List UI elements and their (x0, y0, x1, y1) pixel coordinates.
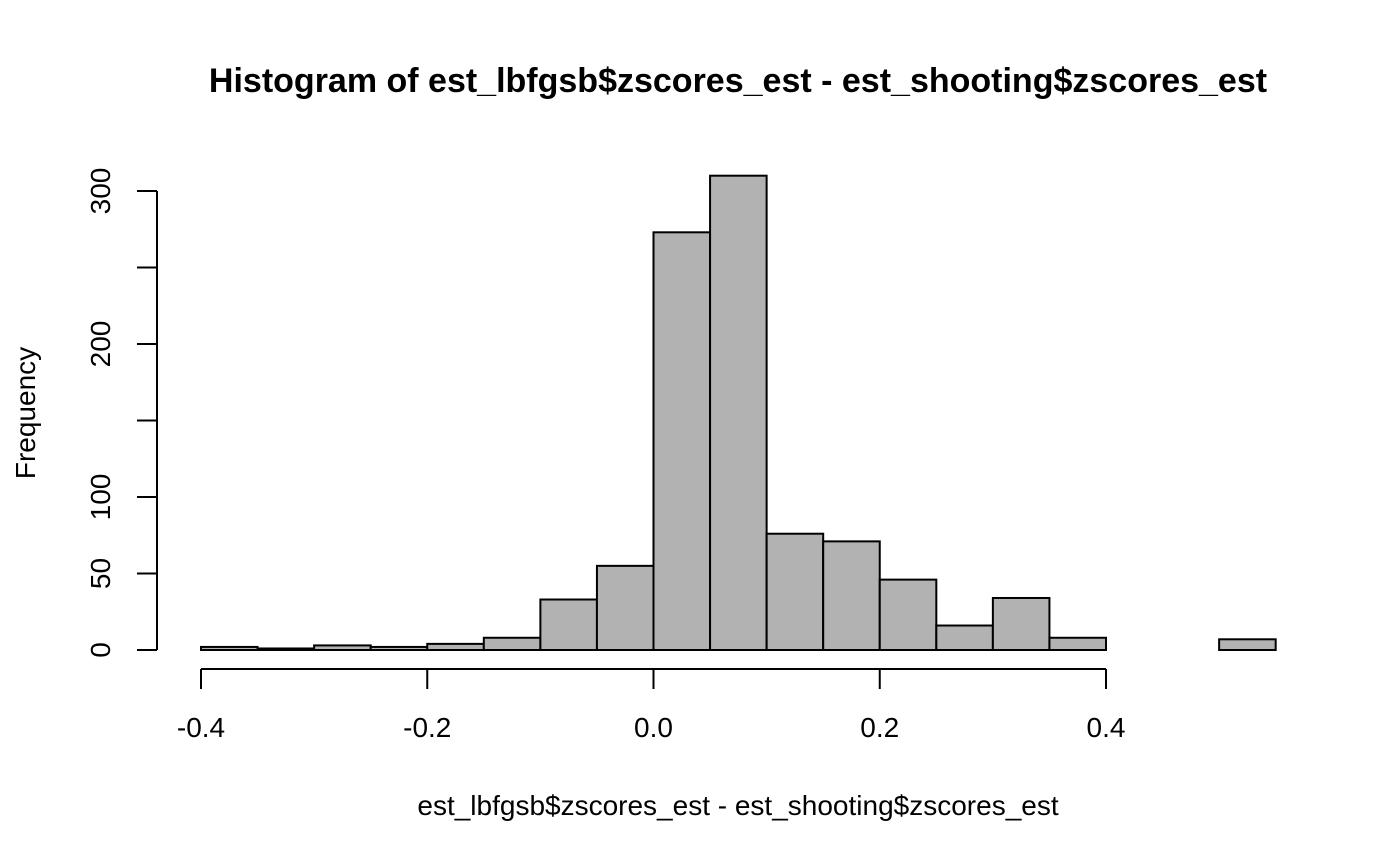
histogram-bar (822, 540, 881, 651)
chart-title: Histogram of est_lbfgsb$zscores_est - es… (209, 62, 1267, 100)
y-tick-label: 50 (85, 558, 116, 589)
histogram-bar (426, 642, 485, 652)
x-tick-label: -0.4 (177, 712, 225, 743)
histogram-bar (200, 645, 259, 652)
bars-group (200, 174, 1277, 652)
histogram-bar (878, 578, 938, 651)
x-tick-label: 0.0 (634, 712, 673, 743)
histogram-bar (765, 532, 825, 651)
histogram-bar (652, 231, 712, 651)
histogram-bar (313, 644, 372, 651)
histogram-bar (256, 647, 316, 651)
histogram-bar (709, 174, 768, 651)
y-tick-label: 200 (85, 321, 116, 368)
y-axis: 0 50 100 200 300 (85, 168, 158, 658)
x-axis-label: est_lbfgsb$zscores_est - est_shooting$zs… (417, 790, 1058, 821)
histogram-bar (1218, 638, 1277, 651)
histogram-bar (482, 636, 542, 652)
y-tick-label: 0 (85, 642, 116, 658)
histogram-bar (369, 645, 429, 652)
y-tick-label: 100 (85, 474, 116, 521)
histogram-bar (539, 598, 598, 652)
y-axis-label: Frequency (10, 347, 41, 479)
histogram-bar (595, 564, 655, 651)
y-tick-label: 300 (85, 168, 116, 215)
x-tick-label: 0.4 (1087, 712, 1126, 743)
x-tick-label: -0.2 (403, 712, 451, 743)
histogram-bar (935, 624, 994, 652)
x-tick-label: 0.2 (860, 712, 899, 743)
histogram-bar (991, 596, 1051, 651)
histogram-bar (1048, 636, 1107, 652)
x-axis: -0.4 -0.2 0.0 0.2 0.4 (177, 668, 1126, 743)
